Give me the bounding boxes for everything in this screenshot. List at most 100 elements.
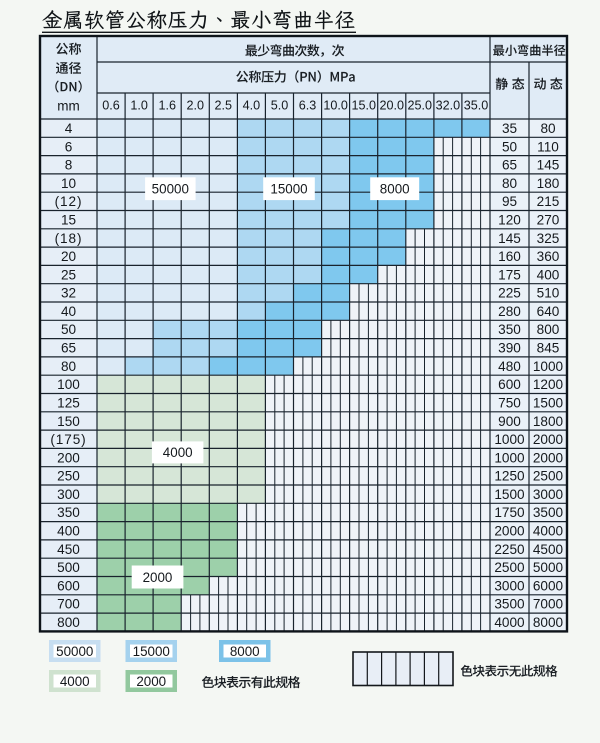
svg-text:4000: 4000: [533, 524, 564, 539]
svg-text:15000: 15000: [133, 644, 170, 659]
svg-text:0.6: 0.6: [102, 98, 120, 112]
svg-text:215: 215: [537, 194, 560, 209]
svg-text:8000: 8000: [230, 644, 260, 659]
svg-text:1750: 1750: [494, 505, 525, 520]
svg-text:900: 900: [498, 414, 521, 429]
svg-text:40: 40: [61, 304, 77, 319]
svg-text:4000: 4000: [163, 445, 193, 460]
svg-text:2500: 2500: [494, 560, 525, 575]
svg-text:1500: 1500: [494, 487, 525, 502]
svg-text:2250: 2250: [494, 542, 525, 557]
svg-text:325: 325: [537, 231, 560, 246]
svg-text:2.0: 2.0: [186, 98, 204, 112]
svg-text:270: 270: [537, 213, 560, 228]
svg-text:4000: 4000: [494, 615, 525, 630]
svg-text:10: 10: [61, 176, 77, 191]
svg-text:200: 200: [57, 450, 80, 465]
svg-text:50000: 50000: [56, 644, 93, 659]
svg-text:100: 100: [57, 377, 80, 392]
svg-text:350: 350: [498, 322, 521, 337]
svg-text:300: 300: [57, 487, 80, 502]
svg-text:160: 160: [498, 249, 521, 264]
svg-text:845: 845: [537, 341, 560, 356]
svg-text:180: 180: [537, 176, 560, 191]
svg-text:6000: 6000: [533, 578, 564, 593]
svg-text:8000: 8000: [533, 615, 564, 630]
svg-text:600: 600: [57, 578, 80, 593]
svg-text:120: 120: [498, 213, 521, 228]
svg-text:175: 175: [498, 267, 521, 282]
svg-text:350: 350: [57, 505, 80, 520]
svg-text:4500: 4500: [533, 542, 564, 557]
svg-text:125: 125: [57, 395, 80, 410]
svg-text:95: 95: [502, 194, 517, 209]
svg-text:225: 225: [498, 286, 521, 301]
svg-text:480: 480: [498, 359, 521, 374]
svg-text:5000: 5000: [533, 560, 564, 575]
svg-text:145: 145: [498, 231, 521, 246]
svg-text:500: 500: [57, 560, 80, 575]
svg-text:8000: 8000: [380, 182, 410, 197]
svg-text:2000: 2000: [533, 432, 564, 447]
svg-text:mm: mm: [57, 98, 80, 113]
svg-text:450: 450: [57, 542, 80, 557]
svg-text:50: 50: [502, 139, 518, 154]
svg-text:3500: 3500: [533, 505, 564, 520]
svg-text:15: 15: [61, 213, 76, 228]
svg-text:35.0: 35.0: [464, 98, 489, 112]
svg-text:110: 110: [537, 139, 559, 154]
svg-text:6.3: 6.3: [299, 98, 317, 112]
svg-text:640: 640: [537, 304, 560, 319]
svg-text:1.0: 1.0: [130, 98, 148, 112]
svg-text:50: 50: [61, 322, 77, 337]
svg-text:35: 35: [502, 121, 517, 136]
svg-text:2.5: 2.5: [215, 98, 233, 112]
svg-text:3000: 3000: [494, 578, 525, 593]
svg-text:80: 80: [61, 359, 77, 374]
svg-text:(18): (18): [55, 231, 83, 246]
svg-text:1500: 1500: [533, 395, 564, 410]
svg-text:4000: 4000: [60, 674, 90, 689]
svg-text:250: 250: [57, 469, 80, 484]
svg-text:1250: 1250: [494, 469, 525, 484]
svg-text:5.0: 5.0: [271, 98, 289, 112]
svg-text:280: 280: [498, 304, 521, 319]
svg-text:7000: 7000: [533, 597, 564, 612]
svg-text:20.0: 20.0: [380, 98, 405, 112]
svg-text:32: 32: [61, 286, 76, 301]
svg-text:2000: 2000: [533, 450, 564, 465]
svg-text:2500: 2500: [533, 469, 564, 484]
svg-text:8: 8: [65, 158, 73, 173]
svg-text:10.0: 10.0: [323, 98, 348, 112]
svg-text:510: 510: [537, 286, 560, 301]
svg-text:1000: 1000: [533, 359, 564, 374]
svg-text:15.0: 15.0: [351, 98, 376, 112]
svg-text:(12): (12): [55, 194, 83, 209]
svg-text:25.0: 25.0: [408, 98, 433, 112]
svg-text:2000: 2000: [143, 570, 173, 585]
svg-text:1800: 1800: [533, 414, 564, 429]
svg-text:2000: 2000: [136, 674, 166, 689]
svg-text:400: 400: [537, 267, 560, 282]
svg-text:600: 600: [498, 377, 521, 392]
svg-text:65: 65: [502, 158, 517, 173]
svg-text:32.0: 32.0: [436, 98, 461, 112]
svg-text:800: 800: [537, 322, 560, 337]
svg-text:3500: 3500: [494, 597, 525, 612]
svg-text:150: 150: [57, 414, 80, 429]
svg-text:1000: 1000: [494, 432, 525, 447]
svg-text:800: 800: [57, 615, 80, 630]
svg-text:65: 65: [61, 341, 76, 356]
svg-text:80: 80: [540, 121, 556, 136]
svg-text:80: 80: [502, 176, 518, 191]
svg-text:400: 400: [57, 524, 80, 539]
svg-text:25: 25: [61, 267, 76, 282]
svg-text:145: 145: [537, 158, 560, 173]
svg-text:3000: 3000: [533, 487, 564, 502]
svg-text:15000: 15000: [270, 182, 307, 197]
svg-text:50000: 50000: [152, 182, 189, 197]
svg-text:750: 750: [498, 395, 521, 410]
svg-text:2000: 2000: [494, 524, 525, 539]
svg-text:360: 360: [537, 249, 560, 264]
svg-text:390: 390: [498, 341, 521, 356]
